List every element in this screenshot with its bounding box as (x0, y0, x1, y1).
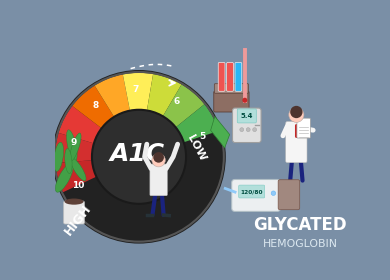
Ellipse shape (65, 148, 72, 174)
Circle shape (152, 153, 165, 167)
Ellipse shape (67, 130, 77, 161)
FancyBboxPatch shape (64, 201, 84, 224)
Text: 5: 5 (200, 132, 206, 141)
Circle shape (92, 110, 186, 204)
Text: 6: 6 (174, 97, 180, 106)
Wedge shape (123, 73, 153, 111)
Circle shape (52, 70, 226, 244)
Circle shape (240, 128, 244, 132)
FancyBboxPatch shape (214, 91, 249, 112)
Ellipse shape (71, 158, 86, 181)
Circle shape (153, 152, 164, 163)
FancyBboxPatch shape (232, 108, 261, 143)
Circle shape (290, 106, 303, 118)
Text: 9: 9 (71, 138, 77, 147)
Ellipse shape (55, 163, 73, 192)
Ellipse shape (236, 87, 241, 90)
Circle shape (253, 128, 257, 132)
Ellipse shape (64, 199, 83, 205)
Text: 10: 10 (72, 181, 85, 190)
Wedge shape (95, 74, 130, 117)
FancyBboxPatch shape (227, 62, 233, 91)
FancyBboxPatch shape (232, 179, 280, 211)
Wedge shape (163, 84, 204, 127)
FancyBboxPatch shape (237, 109, 256, 123)
Circle shape (242, 98, 247, 103)
FancyBboxPatch shape (235, 62, 242, 91)
Text: LOW: LOW (185, 134, 207, 163)
Wedge shape (55, 160, 96, 192)
FancyBboxPatch shape (150, 164, 167, 196)
FancyBboxPatch shape (278, 180, 300, 210)
Wedge shape (72, 85, 114, 128)
Ellipse shape (219, 87, 224, 90)
Circle shape (271, 191, 276, 195)
Ellipse shape (228, 87, 232, 90)
FancyBboxPatch shape (215, 84, 248, 93)
Text: 120/80: 120/80 (241, 189, 263, 194)
Circle shape (289, 107, 304, 122)
Text: 8: 8 (93, 101, 99, 110)
FancyBboxPatch shape (286, 122, 307, 163)
Text: HEMOGLOBIN: HEMOGLOBIN (262, 239, 337, 249)
Text: HIGH: HIGH (62, 202, 94, 238)
Text: GLYCATED: GLYCATED (253, 216, 347, 234)
Polygon shape (211, 116, 230, 148)
Text: 5.4: 5.4 (241, 113, 253, 119)
FancyBboxPatch shape (239, 185, 265, 198)
Ellipse shape (70, 133, 81, 161)
Text: A1C: A1C (110, 142, 165, 166)
Text: 7: 7 (133, 85, 139, 94)
Wedge shape (55, 133, 94, 163)
Wedge shape (147, 74, 182, 116)
Circle shape (246, 128, 250, 132)
Ellipse shape (54, 142, 64, 171)
Wedge shape (176, 104, 219, 142)
FancyBboxPatch shape (297, 118, 310, 138)
FancyBboxPatch shape (218, 62, 225, 91)
Wedge shape (58, 106, 102, 143)
